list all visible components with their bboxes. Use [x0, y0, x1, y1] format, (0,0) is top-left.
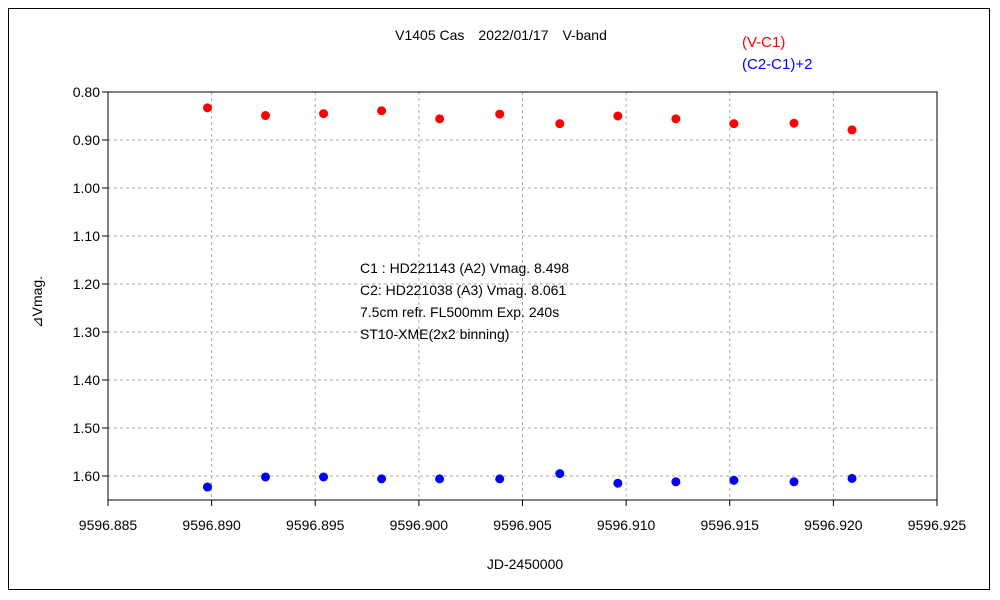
data-point-series-2 [729, 475, 739, 485]
data-point-series-1 [671, 114, 681, 124]
x-axis-ticks: 9596.885 9596.890 9596.895 9596.900 9596.905… [79, 500, 967, 533]
annotation-line-3: 7.5cm refr. FL500mm Exp. 240s [360, 304, 559, 320]
annotation-line-2: C2: HD221038 (A3) Vmag. 8.061 [360, 282, 566, 298]
x-tick-label: 9596.910 [597, 517, 656, 533]
chart-frame: V1405 Cas 2022/01/17 V-band (V-C1) (C2-C… [8, 8, 990, 590]
x-tick-label: 9596.915 [701, 517, 760, 533]
legend-entry-v-c1: (V-C1) [742, 34, 785, 51]
x-tick-label: 9596.890 [182, 517, 241, 533]
data-point-series-2 [847, 473, 857, 483]
y-tick-label: 0.90 [73, 132, 100, 148]
data-point-series-1 [555, 119, 565, 129]
x-tick-label: 9596.920 [804, 517, 863, 533]
data-point-series-1 [377, 106, 387, 116]
data-point-series-2 [555, 469, 565, 479]
y-tick-label: 0.80 [73, 84, 100, 100]
y-tick-label: 1.50 [73, 420, 100, 436]
data-point-series-2 [319, 472, 329, 482]
x-tick-label: 9596.905 [493, 517, 552, 533]
data-points [202, 103, 857, 492]
x-tick-label: 9596.900 [390, 517, 449, 533]
legend-entry-c2-c1: (C2-C1)+2 [742, 56, 812, 73]
data-point-series-1 [202, 103, 212, 113]
data-point-series-1 [319, 109, 329, 119]
y-tick-label: 1.20 [73, 276, 100, 292]
y-tick-label: 1.60 [73, 468, 100, 484]
data-point-series-1 [847, 125, 857, 135]
x-tick-label: 9596.925 [908, 517, 967, 533]
data-point-series-1 [435, 114, 445, 124]
y-axis-label: ⊿Vmag. [29, 276, 45, 328]
x-tick-label: 9596.885 [79, 517, 138, 533]
data-point-series-2 [377, 474, 387, 484]
data-point-series-1 [729, 119, 739, 129]
data-point-series-1 [789, 118, 799, 128]
chart-title: V1405 Cas 2022/01/17 V-band [395, 27, 607, 43]
x-axis-label: JD-2450000 [487, 556, 563, 572]
y-axis-ticks: 0.80 0.90 1.00 1.10 1.20 1.30 1.40 1.50 1.60 [73, 84, 108, 484]
data-point-series-2 [613, 478, 623, 488]
y-tick-label: 1.40 [73, 372, 100, 388]
data-point-series-2 [789, 477, 799, 487]
data-point-series-2 [261, 472, 271, 482]
data-point-series-2 [495, 474, 505, 484]
data-point-series-1 [613, 111, 623, 121]
annotation-line-4: ST10-XME(2x2 binning) [360, 326, 509, 342]
data-point-series-2 [202, 482, 212, 492]
y-tick-label: 1.30 [73, 324, 100, 340]
data-point-series-2 [671, 477, 681, 487]
x-tick-label: 9596.895 [286, 517, 345, 533]
y-tick-label: 1.10 [73, 228, 100, 244]
chart-canvas: V1405 Cas 2022/01/17 V-band (V-C1) (C2-C… [29, 27, 967, 572]
annotation-line-1: C1 : HD221143 (A2) Vmag. 8.498 [360, 260, 569, 276]
data-point-series-1 [261, 111, 271, 121]
grid [108, 91, 937, 500]
y-tick-label: 1.00 [73, 180, 100, 196]
data-point-series-1 [495, 109, 505, 119]
data-point-series-2 [435, 474, 445, 484]
